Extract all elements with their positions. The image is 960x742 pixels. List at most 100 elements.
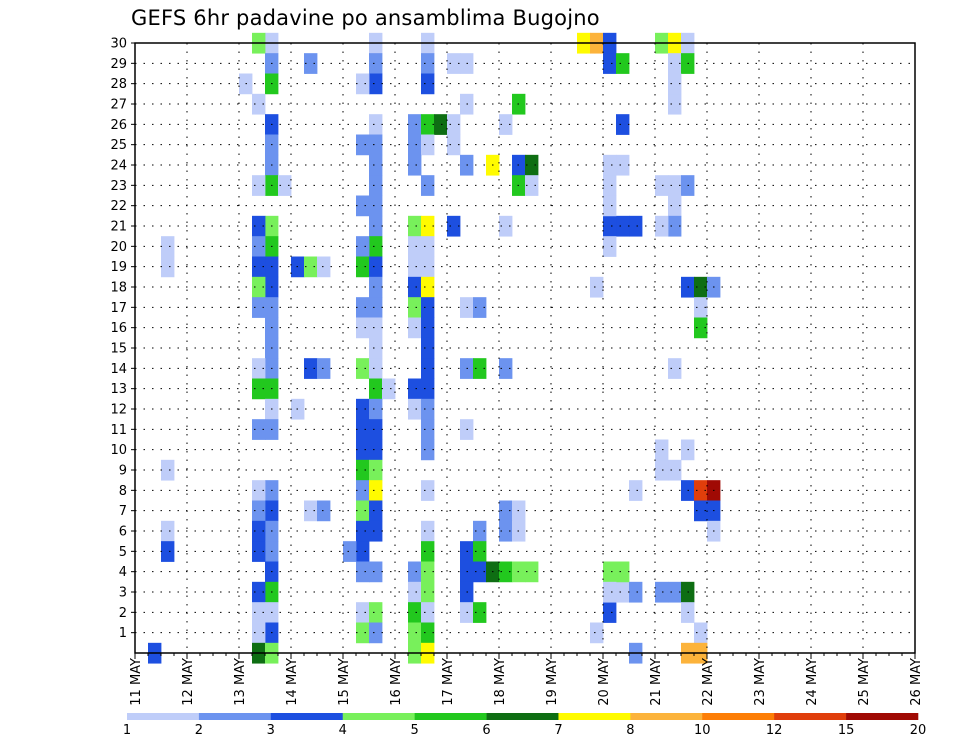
heatmap-cell (252, 419, 266, 440)
y-tick-label: 7 (119, 504, 127, 519)
y-tick-label: 13 (110, 382, 127, 397)
x-tick-label: 19 MAY (545, 658, 560, 706)
heatmap-cell (408, 134, 422, 156)
heatmap-cell (421, 581, 435, 603)
heatmap-cell (252, 500, 266, 522)
heatmap-cell (603, 195, 617, 217)
heatmap-cell (252, 297, 266, 318)
heatmap-cell (525, 561, 539, 583)
heatmap-cell (616, 114, 630, 135)
heatmap-cell (356, 256, 370, 278)
heatmap-cell (161, 541, 175, 562)
heatmap-cell (603, 154, 617, 176)
colorbar-tick-label: 6 (482, 723, 490, 738)
heatmap-cell (421, 439, 435, 461)
heatmap-cell (369, 622, 383, 644)
heatmap-cell (304, 500, 318, 522)
colorbar-segment (414, 713, 487, 720)
heatmap-cell (408, 602, 422, 623)
heatmap-cell (356, 236, 370, 257)
heatmap-cell (408, 317, 422, 339)
heatmap-cell (616, 581, 630, 603)
heatmap-cell (356, 622, 370, 644)
heatmap-cell (304, 256, 318, 278)
heatmap-cell (252, 378, 266, 400)
y-axis: 1234567891011121314151617181920212223242… (110, 37, 135, 641)
heatmap-cell (655, 581, 669, 603)
heatmap-cell (421, 561, 435, 583)
heatmap-cell (304, 53, 318, 74)
heatmap-cell (668, 195, 682, 217)
heatmap-cell (421, 276, 435, 298)
y-tick-label: 18 (110, 281, 127, 296)
colorbar-tick-label: 15 (838, 723, 855, 738)
heatmap-cell (369, 358, 383, 379)
x-tick-label: 23 MAY (753, 658, 768, 706)
x-tick-label: 15 MAY (337, 658, 352, 706)
heatmap-cell (317, 500, 331, 522)
heatmap-cell (655, 175, 669, 196)
heatmap-cell (252, 215, 266, 237)
heatmap-cell (369, 439, 383, 461)
heatmap-cell (421, 73, 435, 95)
heatmap-cell (408, 236, 422, 257)
heatmap-cell (668, 53, 682, 74)
colorbar-tick-label: 12 (766, 723, 783, 738)
colorbar-segment (558, 713, 631, 720)
heatmap-cell (356, 134, 370, 156)
colorbar-segment (630, 713, 703, 720)
heatmap-cell (499, 500, 513, 522)
heatmap-cell (161, 459, 175, 481)
heatmap-cell (369, 378, 383, 400)
heatmap-cell (616, 215, 630, 237)
y-tick-label: 28 (110, 77, 127, 92)
heatmap-cell (603, 175, 617, 196)
y-tick-label: 2 (119, 606, 127, 621)
y-tick-label: 29 (110, 57, 127, 72)
heatmap-cell (408, 215, 422, 237)
heatmap-cell (499, 358, 513, 379)
y-tick-label: 15 (110, 342, 127, 357)
heatmap-cell (629, 581, 643, 603)
heatmap-cell (668, 358, 682, 379)
heatmap-cell (369, 114, 383, 135)
heatmap-cell (694, 317, 708, 339)
x-tick-label: 18 MAY (493, 658, 508, 706)
heatmap-cell (421, 358, 435, 379)
heatmap-cell (603, 53, 617, 74)
heatmap-cell (655, 215, 669, 237)
heatmap-cell (408, 561, 422, 583)
colorbar-segment (198, 713, 272, 720)
x-tick-label: 13 MAY (233, 658, 248, 706)
heatmap-cell (408, 256, 422, 278)
heatmap-cell (369, 337, 383, 359)
heatmap-cell (421, 114, 435, 135)
heatmap-cell (304, 358, 318, 379)
heatmap-cell (421, 175, 435, 196)
heatmap-cell (356, 439, 370, 461)
heatmap-cell (252, 93, 266, 115)
heatmap-cell (369, 256, 383, 278)
y-tick-label: 10 (110, 443, 127, 458)
y-tick-label: 25 (110, 138, 127, 153)
heatmap-cell (161, 256, 175, 278)
heatmap-cell (473, 297, 487, 318)
heatmap-cell (616, 154, 630, 176)
heatmap-cell (356, 317, 370, 339)
heatmap-cell (408, 276, 422, 298)
x-tick-label: 17 MAY (441, 658, 456, 706)
heatmap-cell (629, 480, 643, 501)
colorbar-tick-label: 1 (123, 723, 131, 738)
heatmap-cell (408, 114, 422, 135)
y-tick-label: 3 (119, 586, 127, 601)
y-tick-label: 24 (110, 159, 127, 174)
heatmap-cell (616, 53, 630, 74)
heatmap-cell (161, 236, 175, 257)
heatmap-cell (473, 602, 487, 623)
heatmap-cell (369, 195, 383, 217)
heatmap-cell (603, 561, 617, 583)
colorbar: 1 2 3 4 5 6 7 8 10 12 15 20 (123, 713, 926, 738)
chart-title: GEFS 6hr padavine po ansamblima Bugojno (131, 6, 600, 30)
colorbar-segment (486, 713, 559, 720)
heatmap-cell (421, 419, 435, 440)
